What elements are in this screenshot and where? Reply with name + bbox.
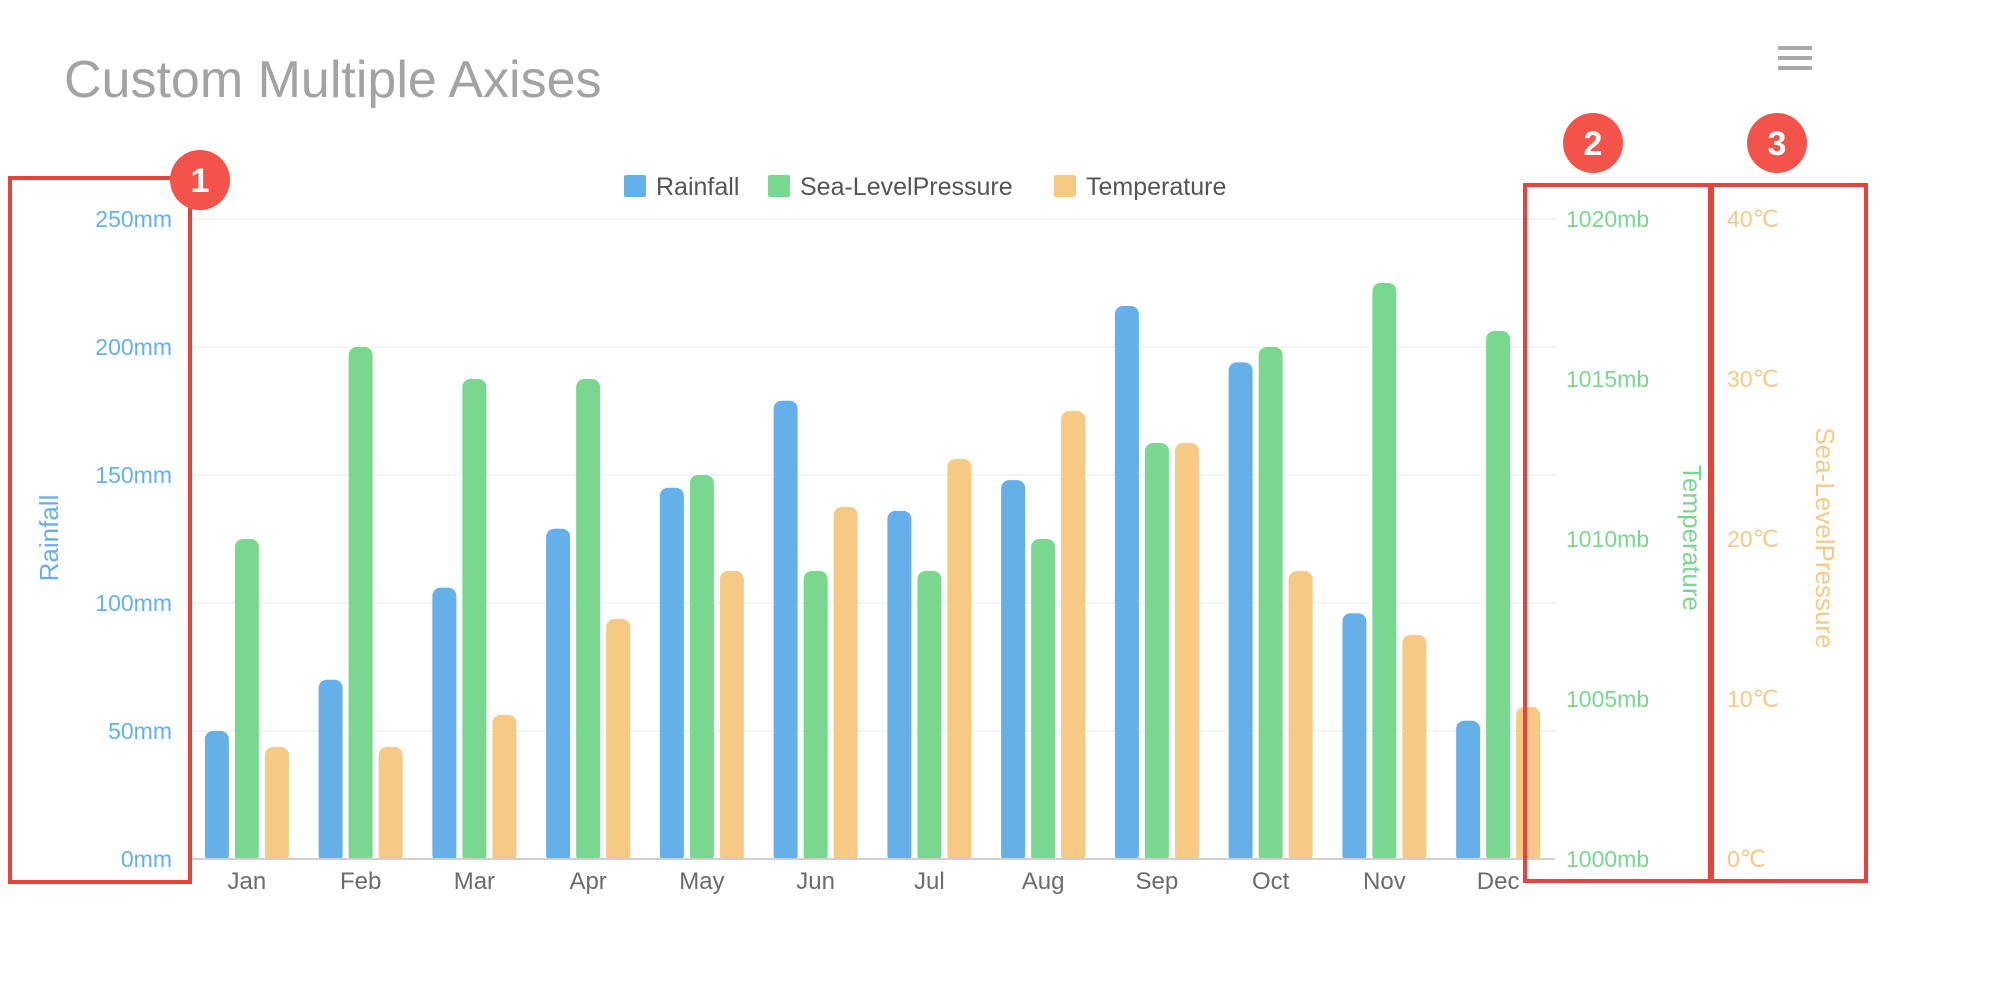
legend-label: Rainfall bbox=[656, 173, 739, 201]
x-tick-label: Mar bbox=[454, 868, 495, 895]
bar-temperature bbox=[264, 747, 289, 863]
left-axis-tick-label: 0mm bbox=[121, 846, 172, 872]
legend-label: Temperature bbox=[1086, 173, 1226, 201]
x-tick-label: Apr bbox=[569, 868, 606, 895]
annotation-box-3 bbox=[1710, 183, 1868, 883]
right2-axis-tick-label: 30℃ bbox=[1727, 366, 1778, 392]
x-tick-label: Jan bbox=[228, 868, 267, 895]
bar-rainfall bbox=[773, 400, 798, 863]
bar-rainfall bbox=[1114, 306, 1139, 863]
right1-axis-tick-label: 1015mb bbox=[1566, 366, 1649, 392]
x-tick-label: Jun bbox=[796, 868, 835, 895]
right1-axis-tick-label: 1020mb bbox=[1566, 206, 1649, 232]
bar-pressure bbox=[462, 379, 487, 863]
x-tick-label: Dec bbox=[1477, 868, 1520, 895]
bar-temperature bbox=[1174, 443, 1199, 863]
bar-rainfall bbox=[659, 487, 684, 863]
right2-axis-tick-label: 10℃ bbox=[1727, 686, 1778, 712]
bar-pressure bbox=[917, 571, 942, 863]
bar-temperature bbox=[719, 571, 744, 863]
bar-rainfall bbox=[318, 679, 343, 863]
left-axis-tick-label: 150mm bbox=[95, 462, 172, 488]
bar-pressure bbox=[1031, 539, 1056, 863]
bar-rainfall bbox=[1456, 720, 1481, 863]
bar-pressure bbox=[348, 347, 373, 863]
right2-axis-tick-label: 20℃ bbox=[1727, 526, 1778, 552]
left-axis-title: Rainfall bbox=[34, 495, 64, 582]
bar-temperature bbox=[1516, 707, 1541, 863]
bar-pressure bbox=[1486, 331, 1511, 863]
bar-rainfall bbox=[887, 510, 912, 863]
bar-temperature bbox=[947, 459, 972, 863]
x-tick-label: Feb bbox=[340, 868, 381, 895]
left-axis-tick-label: 100mm bbox=[95, 590, 172, 616]
bar-pressure bbox=[1258, 347, 1283, 863]
x-tick-label: Oct bbox=[1252, 868, 1290, 895]
right2-axis-tick-label: 0℃ bbox=[1727, 846, 1766, 872]
legend-swatch bbox=[1054, 175, 1076, 197]
annotation-badge-label: 2 bbox=[1584, 125, 1603, 163]
bar-pressure bbox=[1144, 443, 1169, 863]
bar-temperature bbox=[833, 507, 858, 863]
x-tick-label: Sep bbox=[1136, 868, 1179, 895]
bar-pressure bbox=[689, 475, 714, 863]
annotation-badge bbox=[1747, 113, 1807, 173]
hamburger-menu-icon[interactable] bbox=[1778, 44, 1814, 76]
bar-pressure bbox=[803, 571, 828, 863]
bar-temperature bbox=[1061, 411, 1086, 863]
right2-axis-title: Sea-LevelPressure bbox=[1810, 427, 1840, 648]
annotation-badge-label: 3 bbox=[1768, 125, 1787, 163]
right1-axis-tick-label: 1005mb bbox=[1566, 686, 1649, 712]
bar-pressure bbox=[576, 379, 601, 863]
right1-axis-title: Temperature bbox=[1677, 465, 1707, 611]
right1-axis-tick-label: 1010mb bbox=[1566, 526, 1649, 552]
left-axis-tick-label: 200mm bbox=[95, 334, 172, 360]
right2-axis-tick-label: 40℃ bbox=[1727, 206, 1778, 232]
left-axis-tick-label: 50mm bbox=[108, 718, 172, 744]
legend-swatch bbox=[768, 175, 790, 197]
page-title: Custom Multiple Axises bbox=[64, 51, 602, 109]
bar-pressure bbox=[1372, 283, 1397, 863]
baseline-mask bbox=[185, 859, 1560, 867]
annotation-badge-label: 1 bbox=[191, 162, 210, 200]
x-tick-label: Aug bbox=[1022, 868, 1065, 895]
x-tick-label: Jul bbox=[914, 868, 945, 895]
bar-temperature bbox=[492, 715, 517, 863]
bar-rainfall bbox=[432, 587, 457, 863]
right1-axis-tick-label: 1000mb bbox=[1566, 846, 1649, 872]
bar-temperature bbox=[378, 747, 403, 863]
left-axis-tick-label: 250mm bbox=[95, 206, 172, 232]
bar-rainfall bbox=[546, 528, 571, 863]
legend-label: Sea-LevelPressure bbox=[800, 173, 1013, 201]
bar-rainfall bbox=[1342, 613, 1367, 863]
bar-rainfall bbox=[1001, 480, 1026, 863]
bar-pressure bbox=[234, 539, 259, 863]
annotation-badge bbox=[1563, 113, 1623, 173]
bar-temperature bbox=[1288, 571, 1313, 863]
x-tick-label: May bbox=[679, 868, 724, 895]
bar-temperature bbox=[606, 619, 631, 863]
annotation-badge bbox=[170, 150, 230, 210]
annotation-box-1 bbox=[8, 176, 192, 884]
bar-temperature bbox=[1402, 635, 1427, 863]
legend-swatch bbox=[624, 175, 646, 197]
x-tick-label: Nov bbox=[1363, 868, 1406, 895]
bar-rainfall bbox=[204, 731, 229, 863]
bar-rainfall bbox=[1228, 362, 1253, 863]
